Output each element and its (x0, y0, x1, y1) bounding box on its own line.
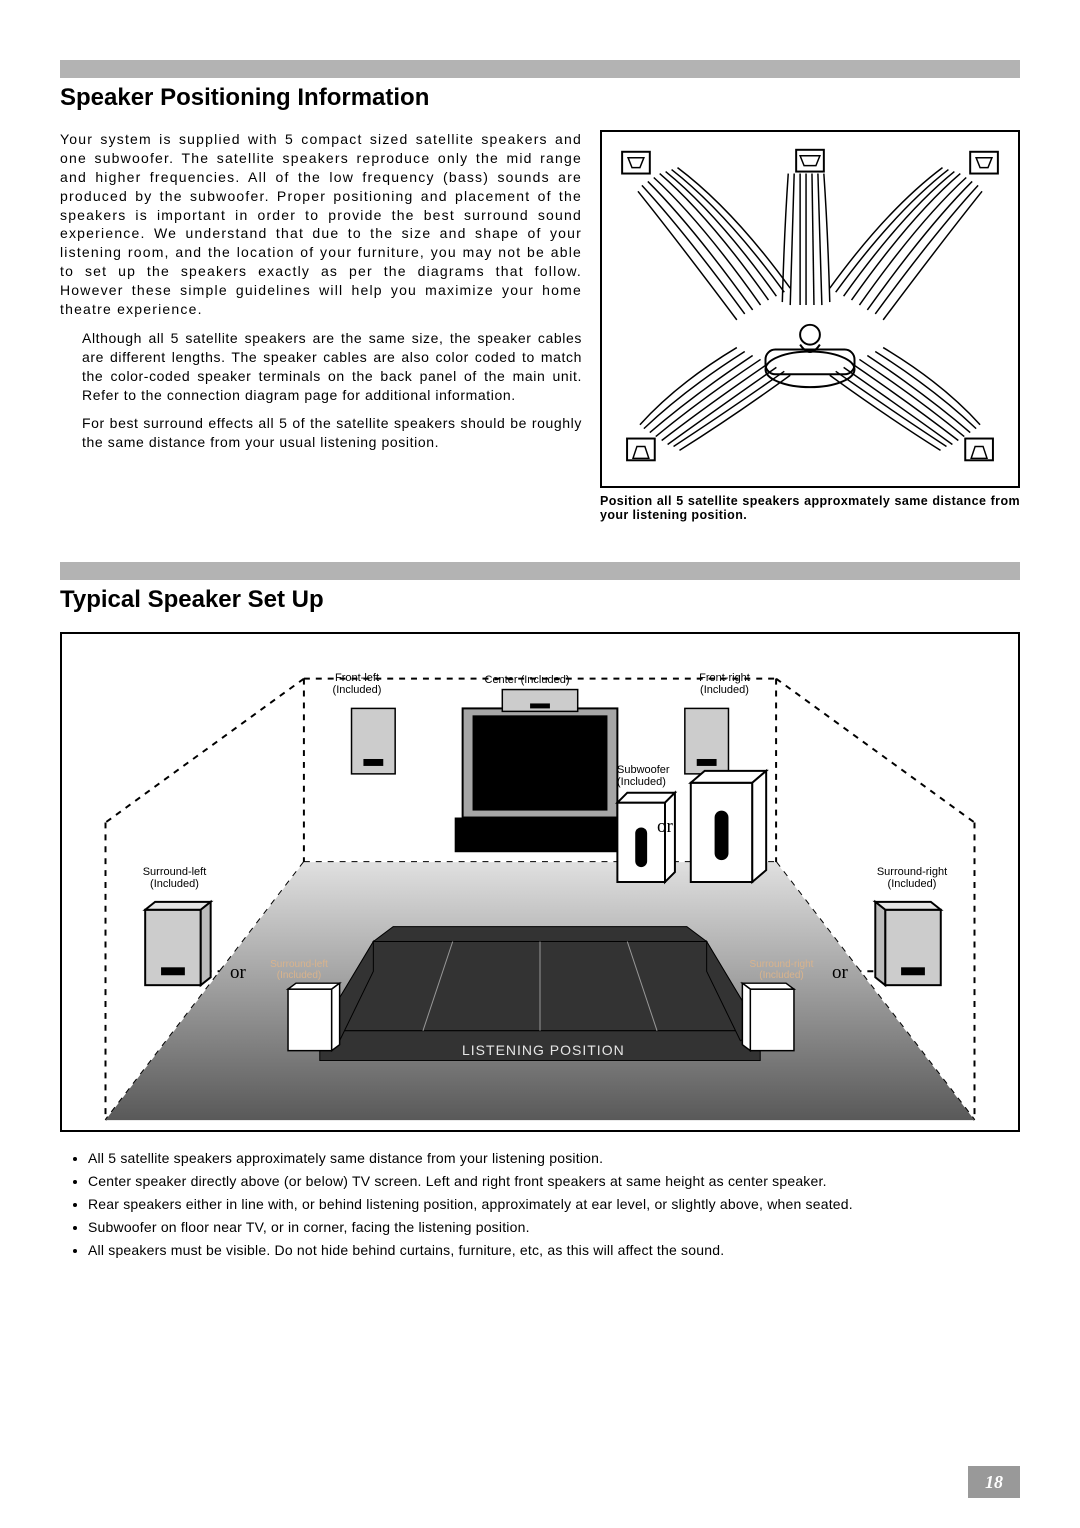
label-front-left: Front-left (Included) (317, 672, 397, 696)
list-item: Rear speakers either in line with, or be… (88, 1196, 1020, 1212)
text-column: Your system is supplied with 5 compact s… (60, 130, 582, 522)
diagram-column: Position all 5 satellite speakers approx… (600, 130, 1020, 522)
label-center: Center (Included) (462, 674, 592, 686)
intro-paragraph: Your system is supplied with 5 compact s… (60, 130, 582, 319)
soundwave-diagram (600, 130, 1020, 488)
list-item: All speakers must be visible. Do not hid… (88, 1242, 1020, 1258)
note-paragraph-2: For best surround effects all 5 of the s… (82, 414, 582, 452)
setup-bullets: All 5 satellite speakers approximately s… (60, 1150, 1020, 1258)
diagram-caption: Position all 5 satellite speakers approx… (600, 494, 1020, 522)
label-subwoofer: Subwoofer (Included) (617, 764, 697, 788)
label-surround-left: Surround-left (Included) (127, 866, 222, 890)
label-inner-surround-right: Surround-right (Included) (734, 959, 829, 981)
list-item: Center speaker directly above (or below)… (88, 1173, 1020, 1189)
section-divider-2 (60, 562, 1020, 580)
list-item: Subwoofer on floor near TV, or in corner… (88, 1219, 1020, 1235)
label-inner-surround-left: Surround-left (Included) (254, 959, 344, 981)
setup-diagram: Front-left (Included) Center (Included) … (60, 632, 1020, 1132)
note-paragraph-1: Although all 5 satellite speakers are th… (82, 329, 582, 405)
section-positioning: Your system is supplied with 5 compact s… (60, 130, 1020, 522)
label-surround-right: Surround-right (Included) (862, 866, 962, 890)
label-listening-position: LISTENING POSITION (462, 1042, 625, 1058)
heading-positioning: Speaker Positioning Information (60, 84, 1020, 112)
list-item: All 5 satellite speakers approximately s… (88, 1150, 1020, 1166)
label-or-sub: or (657, 816, 673, 838)
page-number: 18 (968, 1466, 1020, 1498)
section-divider (60, 60, 1020, 78)
heading-setup: Typical Speaker Set Up (60, 586, 1020, 614)
label-or-left: or (230, 962, 246, 984)
label-front-right: Front-right (Included) (682, 672, 767, 696)
label-or-right: or (832, 962, 848, 984)
